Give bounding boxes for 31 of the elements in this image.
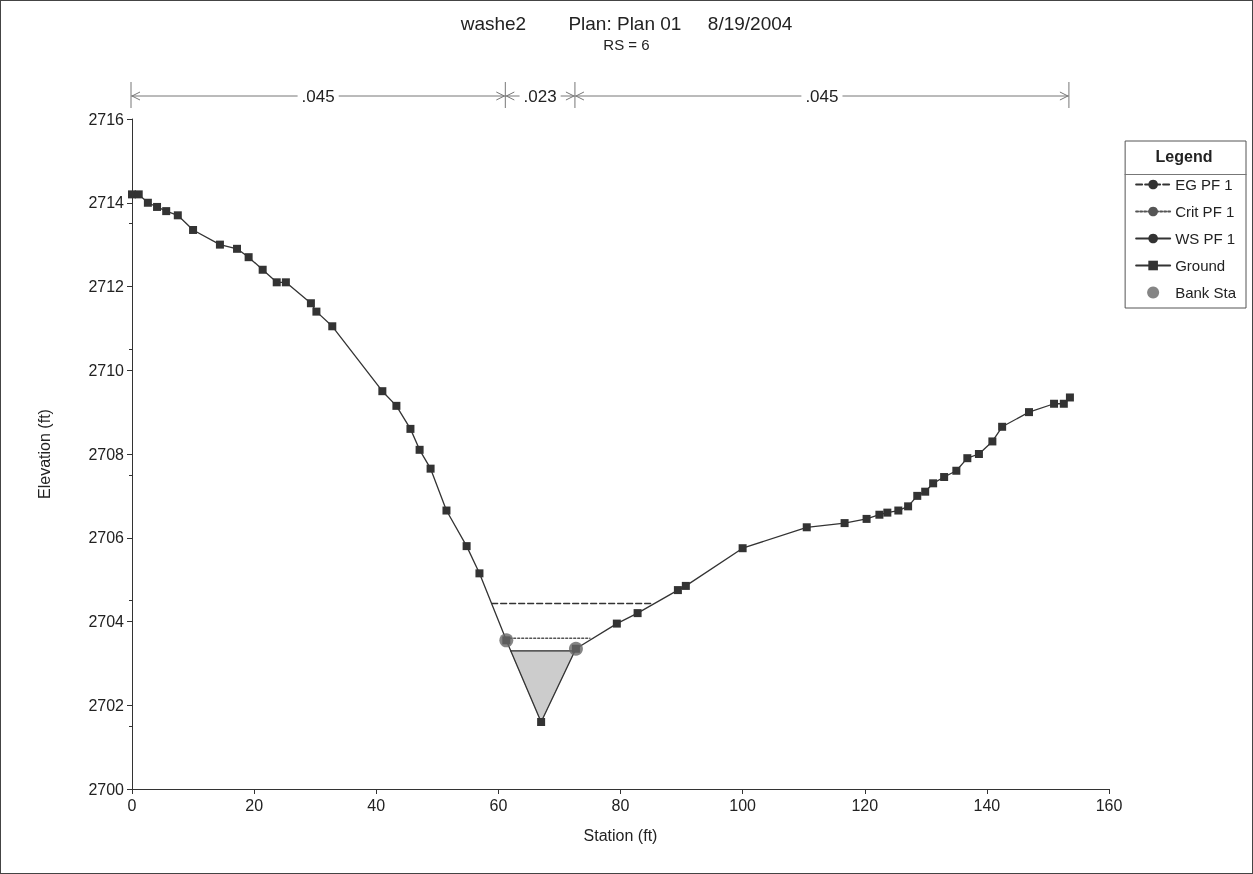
y-tick-label: 2708 bbox=[88, 445, 125, 463]
y-tick-label: 2706 bbox=[88, 529, 125, 547]
x-tick-label: 100 bbox=[729, 796, 757, 814]
x-tick-label: 0 bbox=[127, 796, 137, 814]
x-tick-label: 160 bbox=[1095, 796, 1123, 814]
legend-label: EG PF 1 bbox=[1175, 176, 1233, 193]
y-tick-label: 2714 bbox=[88, 194, 125, 212]
x-tick-label: 120 bbox=[851, 796, 879, 814]
x-axis-title: Station (ft) bbox=[583, 826, 658, 844]
legend-label: Ground bbox=[1175, 257, 1226, 274]
y-tick-label: 2702 bbox=[88, 696, 125, 714]
chart-subtitle: RS = 6 bbox=[603, 36, 650, 53]
legend-title: Legend bbox=[1155, 148, 1213, 165]
y-tick-label: 2716 bbox=[88, 110, 125, 128]
text: .045 bbox=[301, 87, 335, 106]
y-tick-label: 2700 bbox=[88, 780, 125, 798]
x-tick-label: 140 bbox=[973, 796, 1001, 814]
x-tick-label: 40 bbox=[367, 796, 386, 814]
y-tick-label: 2712 bbox=[88, 278, 125, 295]
chart-title: washe2 Plan: Plan 01 8/19/2004 bbox=[459, 13, 793, 34]
y-tick-label: 2704 bbox=[88, 613, 125, 630]
x-tick-label: 80 bbox=[611, 796, 630, 814]
y-axis-title: Elevation (ft) bbox=[35, 409, 53, 499]
x-tick-label: 60 bbox=[489, 796, 508, 814]
text: .045 bbox=[805, 87, 839, 106]
legend-label: WS PF 1 bbox=[1175, 230, 1236, 247]
y-tick-label: 2710 bbox=[88, 361, 125, 379]
legend-label: Bank Sta bbox=[1175, 284, 1237, 301]
x-tick-label: 20 bbox=[245, 796, 264, 814]
text: .023 bbox=[523, 87, 557, 106]
legend-label: Crit PF 1 bbox=[1175, 203, 1235, 220]
